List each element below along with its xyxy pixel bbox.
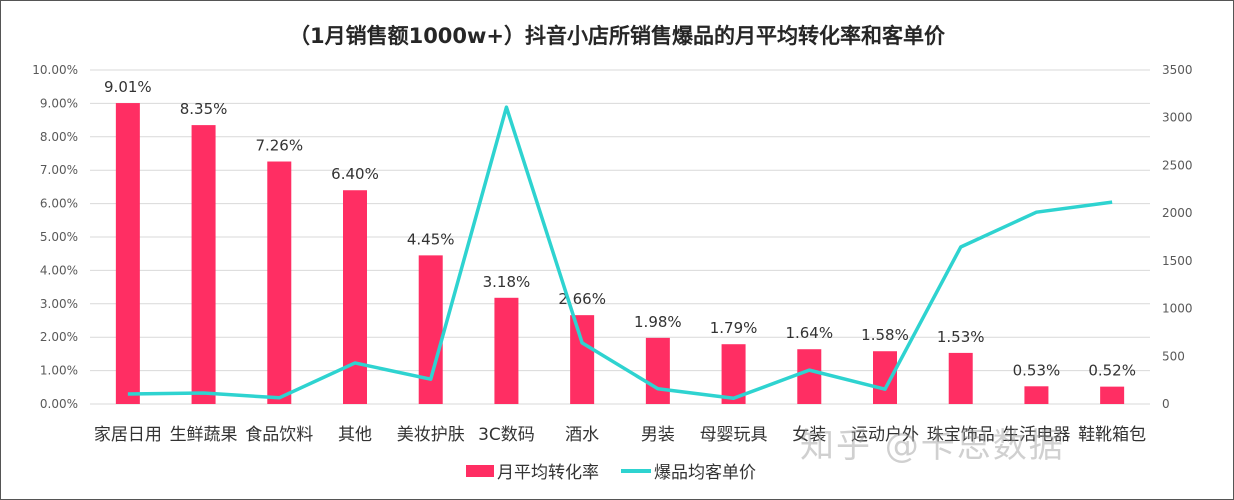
bar [948,352,973,404]
bar [115,103,140,404]
right-axis-tick: 1500 [1162,254,1193,268]
bar-value-label: 8.35% [180,100,228,118]
watermark-text: 知乎 @卡思数据 [800,426,1065,466]
bar-value-label: 9.01% [104,78,152,96]
left-axis-tick: 3.00% [40,297,78,311]
bar [1024,386,1049,404]
bar-value-label: 0.52% [1088,362,1136,380]
line-swatch-icon [621,468,651,473]
left-axis-tick: 9.00% [40,96,78,110]
legend-label-price: 爆品均客单价 [654,463,756,483]
bar-value-label: 6.40% [331,165,379,183]
category-label: 家居日用 [94,425,162,445]
right-axis-tick: 0 [1162,397,1170,411]
category-label: 美妆护肤 [397,425,465,445]
right-axis-tick: 3500 [1162,63,1193,77]
bar [570,315,595,404]
left-axis-tick: 4.00% [40,263,78,277]
legend-item-price: 爆品均客单价 [621,458,756,483]
right-axis-tick: 2000 [1162,206,1193,220]
bar [343,190,367,404]
bar-data-labels: 9.01%8.35%7.26%6.40%4.45%3.18%2.66%1.98%… [104,78,1136,380]
left-axis-tick: 0.00% [40,397,78,411]
right-axis-tick: 1000 [1162,302,1193,316]
category-label: 生活电器 [1002,425,1070,445]
bar [267,161,292,404]
bar [873,351,897,404]
bar [645,337,670,404]
category-label: 食品饮料 [245,425,313,445]
category-label: 珠宝饰品 [927,425,995,445]
bar [797,349,822,404]
bar-swatch-icon [466,464,494,477]
line-series [127,105,1113,401]
left-axis-tick: 8.00% [40,130,78,144]
bar [191,125,216,405]
bar-value-label: 1.53% [937,328,985,346]
left-axis-tick: 2.00% [40,330,78,344]
right-axis-tick: 500 [1162,349,1185,363]
chart-title: （1月销售额1000w+）抖音小店所销售爆品的月平均转化率和客单价 [288,24,946,48]
bar [494,297,519,404]
x-axis-categories: 家居日用 生鲜蔬果 食品饮料 其他 美妆护肤 3C数码 酒水 男装 母婴玩具 女装 运动户外 珠宝饰品… [94,425,1146,445]
category-label: 女装 [792,425,826,445]
legend-label-conversion: 月平均转化率 [497,463,599,483]
bar-value-label: 1.98% [634,313,682,331]
category-label: 3C数码 [478,425,535,445]
category-label: 鞋靴箱包 [1078,425,1146,445]
price-line [127,105,1113,401]
left-axis-tick: 6.00% [40,197,78,211]
bar-value-label: 4.45% [407,230,455,248]
legend-item-conversion: 月平均转化率 [466,458,599,483]
right-y-axis: 0 500 1000 1500 2000 2500 3000 3500 [1162,63,1193,411]
category-label: 男装 [641,425,675,445]
legend: 月平均转化率 爆品均客单价 [466,458,778,483]
right-axis-tick: 3000 [1162,111,1193,125]
left-axis-tick: 5.00% [40,230,78,244]
bar-value-label: 1.64% [785,324,833,342]
left-y-axis: 0.00% 1.00% 2.00% 3.00% 4.00% 5.00% 6.00% 7.00%… [32,63,78,411]
right-axis-tick: 2500 [1162,158,1193,172]
bar [418,255,443,404]
bar-series [115,103,1125,405]
bar [1100,386,1125,404]
left-axis-tick: 7.00% [40,163,78,177]
bar-value-label: 3.18% [483,273,531,291]
bar-value-label: 1.58% [861,326,909,344]
left-axis-tick: 10.00% [32,63,78,77]
bar-value-label: 7.26% [255,137,303,155]
category-label: 母婴玩具 [700,425,768,445]
category-label: 运动户外 [851,425,919,445]
category-label: 其他 [338,425,372,445]
gridlines [90,69,1150,405]
bar-value-label: 0.53% [1013,361,1061,379]
bar-value-label: 1.79% [710,319,758,337]
left-axis-tick: 1.00% [40,364,78,378]
category-label: 生鲜蔬果 [170,425,238,445]
category-label: 酒水 [565,425,599,445]
